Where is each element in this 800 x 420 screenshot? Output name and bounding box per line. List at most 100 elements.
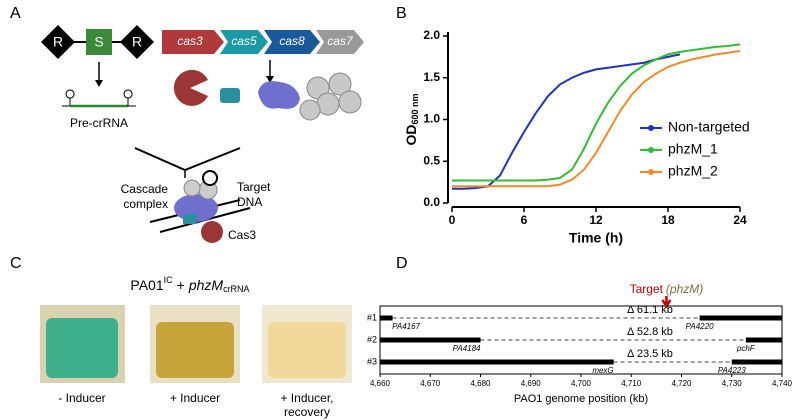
condition: + Inducer bbox=[170, 391, 220, 405]
y-tick-label: 0.5 bbox=[423, 153, 440, 167]
row-label: #1 bbox=[367, 312, 377, 322]
cas5-protein bbox=[220, 88, 240, 103]
arrow-head bbox=[95, 80, 103, 87]
legend-marker bbox=[648, 125, 654, 131]
gene-sub: crRNA bbox=[223, 284, 250, 294]
panel-label: A bbox=[10, 5, 21, 22]
arrow-head bbox=[266, 76, 274, 83]
strain-sup: IC bbox=[164, 275, 174, 285]
gene-label: PA4223 bbox=[718, 366, 746, 375]
x-tick-label: 4,720 bbox=[671, 379, 692, 388]
strain: PA01 bbox=[130, 277, 163, 293]
legend-marker bbox=[648, 147, 654, 153]
pre-crrna-label: Pre-crRNA bbox=[70, 116, 128, 130]
condition: recovery bbox=[284, 405, 330, 419]
deletion-label: Δ 61.1 kb bbox=[627, 304, 673, 316]
target-arrow bbox=[661, 296, 672, 309]
x-tick-label: 4,740 bbox=[772, 379, 793, 388]
panel-label: B bbox=[396, 5, 407, 22]
cascade bbox=[183, 179, 201, 197]
x-axis-label: Time (h) bbox=[569, 230, 623, 246]
target-label: Target (phzM) bbox=[630, 282, 704, 296]
cas8-protein bbox=[258, 81, 300, 109]
gene-arrow bbox=[220, 30, 268, 54]
gene-arrow bbox=[162, 30, 224, 54]
gene-label: pchF bbox=[736, 344, 756, 353]
condition: + Inducer, bbox=[280, 391, 333, 405]
legend-label: phzM_1 bbox=[668, 141, 718, 157]
row-label: #3 bbox=[367, 356, 377, 366]
panel-label: D bbox=[396, 255, 408, 272]
hairpin bbox=[123, 89, 136, 107]
x-axis-label: PAO1 genome position (kb) bbox=[514, 393, 648, 405]
series-line bbox=[452, 50, 741, 188]
crrna-loop bbox=[202, 170, 218, 186]
y-tick-label: 2.0 bbox=[423, 28, 440, 42]
cas3-protein bbox=[201, 221, 223, 243]
x-tick-label: 4,700 bbox=[571, 379, 592, 388]
x-tick-label: 4,660 bbox=[370, 379, 391, 388]
gene-label: PA4167 bbox=[392, 322, 420, 331]
legend-label: phzM_2 bbox=[668, 163, 718, 179]
x-tick-label: 4,680 bbox=[470, 379, 491, 388]
gene-label: mexG bbox=[592, 366, 613, 375]
x-tick-label: 18 bbox=[661, 213, 675, 227]
y-axis-label-sub: 600 nm bbox=[410, 93, 420, 124]
series-line bbox=[452, 53, 681, 190]
gene-arrow bbox=[264, 30, 320, 54]
y-axis-label-main: OD bbox=[403, 125, 419, 146]
legend-marker bbox=[648, 169, 654, 175]
y-tick-label: 1.5 bbox=[423, 70, 440, 84]
x-tick-label: 24 bbox=[733, 213, 747, 227]
cas7-proteins bbox=[299, 72, 362, 121]
x-tick-label: 0 bbox=[449, 213, 456, 227]
gene-label: cas7 bbox=[327, 34, 354, 48]
panel-a: R S R Pre-crRNA cas3 cas5 cas8 cas7 bbox=[41, 25, 364, 243]
gene-label: cas3 bbox=[177, 34, 203, 48]
repeat-label: R bbox=[53, 34, 63, 50]
y-axis-label: OD600 nm bbox=[403, 93, 421, 145]
target-dna-label: Target bbox=[237, 180, 271, 194]
spacer-label: S bbox=[94, 34, 103, 50]
cas3-protein bbox=[173, 69, 208, 106]
culture bbox=[268, 322, 346, 378]
target-dna-label: DNA bbox=[237, 195, 262, 209]
x-tick-label: 4,730 bbox=[722, 379, 743, 388]
gene: phzM bbox=[188, 277, 224, 293]
cas3-label: Cas3 bbox=[228, 228, 256, 242]
condition: - Inducer bbox=[58, 391, 105, 405]
cascade-label: Cascade bbox=[121, 182, 169, 196]
gene-label: cas5 bbox=[231, 34, 257, 48]
x-tick-label: 12 bbox=[589, 213, 603, 227]
merge-lines bbox=[134, 147, 241, 172]
deletion-label: Δ 23.5 kb bbox=[627, 348, 673, 360]
panel-c-title: PA01IC + phzMcrRNA bbox=[130, 275, 249, 294]
target: Target bbox=[630, 282, 664, 296]
series-line bbox=[452, 43, 741, 182]
panel-c: PA01IC + phzMcrRNA - Inducer + Inducer + I… bbox=[40, 275, 352, 419]
spacer bbox=[86, 29, 112, 55]
gene-arrow bbox=[316, 30, 364, 54]
culture bbox=[156, 322, 234, 378]
gene-label: PA4184 bbox=[453, 344, 481, 353]
repeat-label: R bbox=[132, 34, 142, 50]
x-tick-label: 6 bbox=[521, 213, 528, 227]
y-tick-label: 0.0 bbox=[423, 195, 440, 209]
panel-label: C bbox=[10, 255, 22, 272]
y-tick-label: 1.0 bbox=[423, 112, 440, 126]
target-gene: (phzM) bbox=[666, 282, 703, 296]
gene-label: cas8 bbox=[279, 34, 305, 48]
x-tick-label: 4,710 bbox=[621, 379, 642, 388]
deletion-label: Δ 52.8 kb bbox=[627, 326, 673, 338]
cascade bbox=[183, 214, 197, 224]
x-tick-label: 4,670 bbox=[420, 379, 441, 388]
cascade-label: complex bbox=[123, 197, 168, 211]
legend-label: Non-targeted bbox=[668, 119, 750, 135]
row-label: #2 bbox=[367, 334, 377, 344]
x-tick-label: 4,690 bbox=[521, 379, 542, 388]
hairpin bbox=[62, 89, 75, 107]
culture bbox=[46, 318, 118, 378]
plus: + bbox=[177, 277, 185, 293]
repeat bbox=[120, 25, 154, 59]
